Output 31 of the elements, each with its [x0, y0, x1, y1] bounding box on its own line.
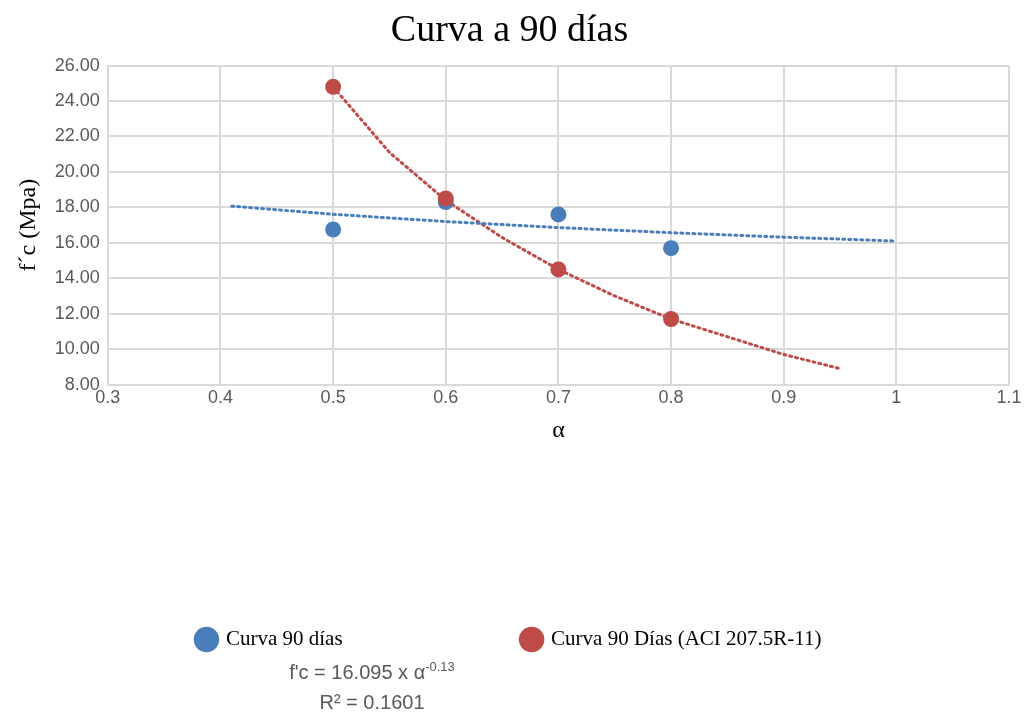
- x-tick-label: 0.9: [771, 387, 797, 408]
- y-tick-label: 22.00: [54, 125, 100, 146]
- x-tick-label: 1.1: [996, 387, 1022, 408]
- chart-title: Curva a 90 días: [390, 6, 629, 49]
- y-tick-label: 18.00: [54, 196, 100, 217]
- x-axis-title: α: [552, 415, 566, 442]
- text: R² = 0.1601: [318, 689, 426, 715]
- x-tick-label: 0.8: [658, 387, 684, 408]
- x-tick-label: 0.4: [207, 387, 233, 408]
- text: f'c = 16.095 x α$^{-0.13}$: [288, 658, 456, 685]
- y-tick-label: 14.00: [54, 267, 100, 288]
- point: [663, 240, 680, 257]
- point: [550, 261, 567, 278]
- y-tick-label: 20.00: [54, 160, 100, 181]
- point: [325, 221, 342, 238]
- y-tick-label: 16.00: [54, 231, 100, 252]
- y-tick-label: 24.00: [54, 90, 100, 111]
- x-tick-label: 0.7: [545, 387, 571, 408]
- point: [325, 78, 342, 95]
- y-tick-label: 10.00: [54, 338, 100, 359]
- legend-label: Curva 90 Días (ACI 207.5R-11): [551, 626, 822, 651]
- x-tick-label: 0.5: [320, 387, 346, 408]
- y-tick-label: 12.00: [54, 302, 100, 323]
- y-axis-title: f´c (Mpa): [13, 178, 40, 272]
- point: [663, 311, 680, 328]
- x-tick-label: 1: [891, 387, 902, 408]
- y-tick-label: 26.00: [54, 54, 100, 75]
- point: [550, 206, 567, 223]
- x-tick-label: 0.6: [433, 387, 459, 408]
- legend-label: Curva 90 días: [225, 626, 343, 651]
- point: [437, 190, 454, 207]
